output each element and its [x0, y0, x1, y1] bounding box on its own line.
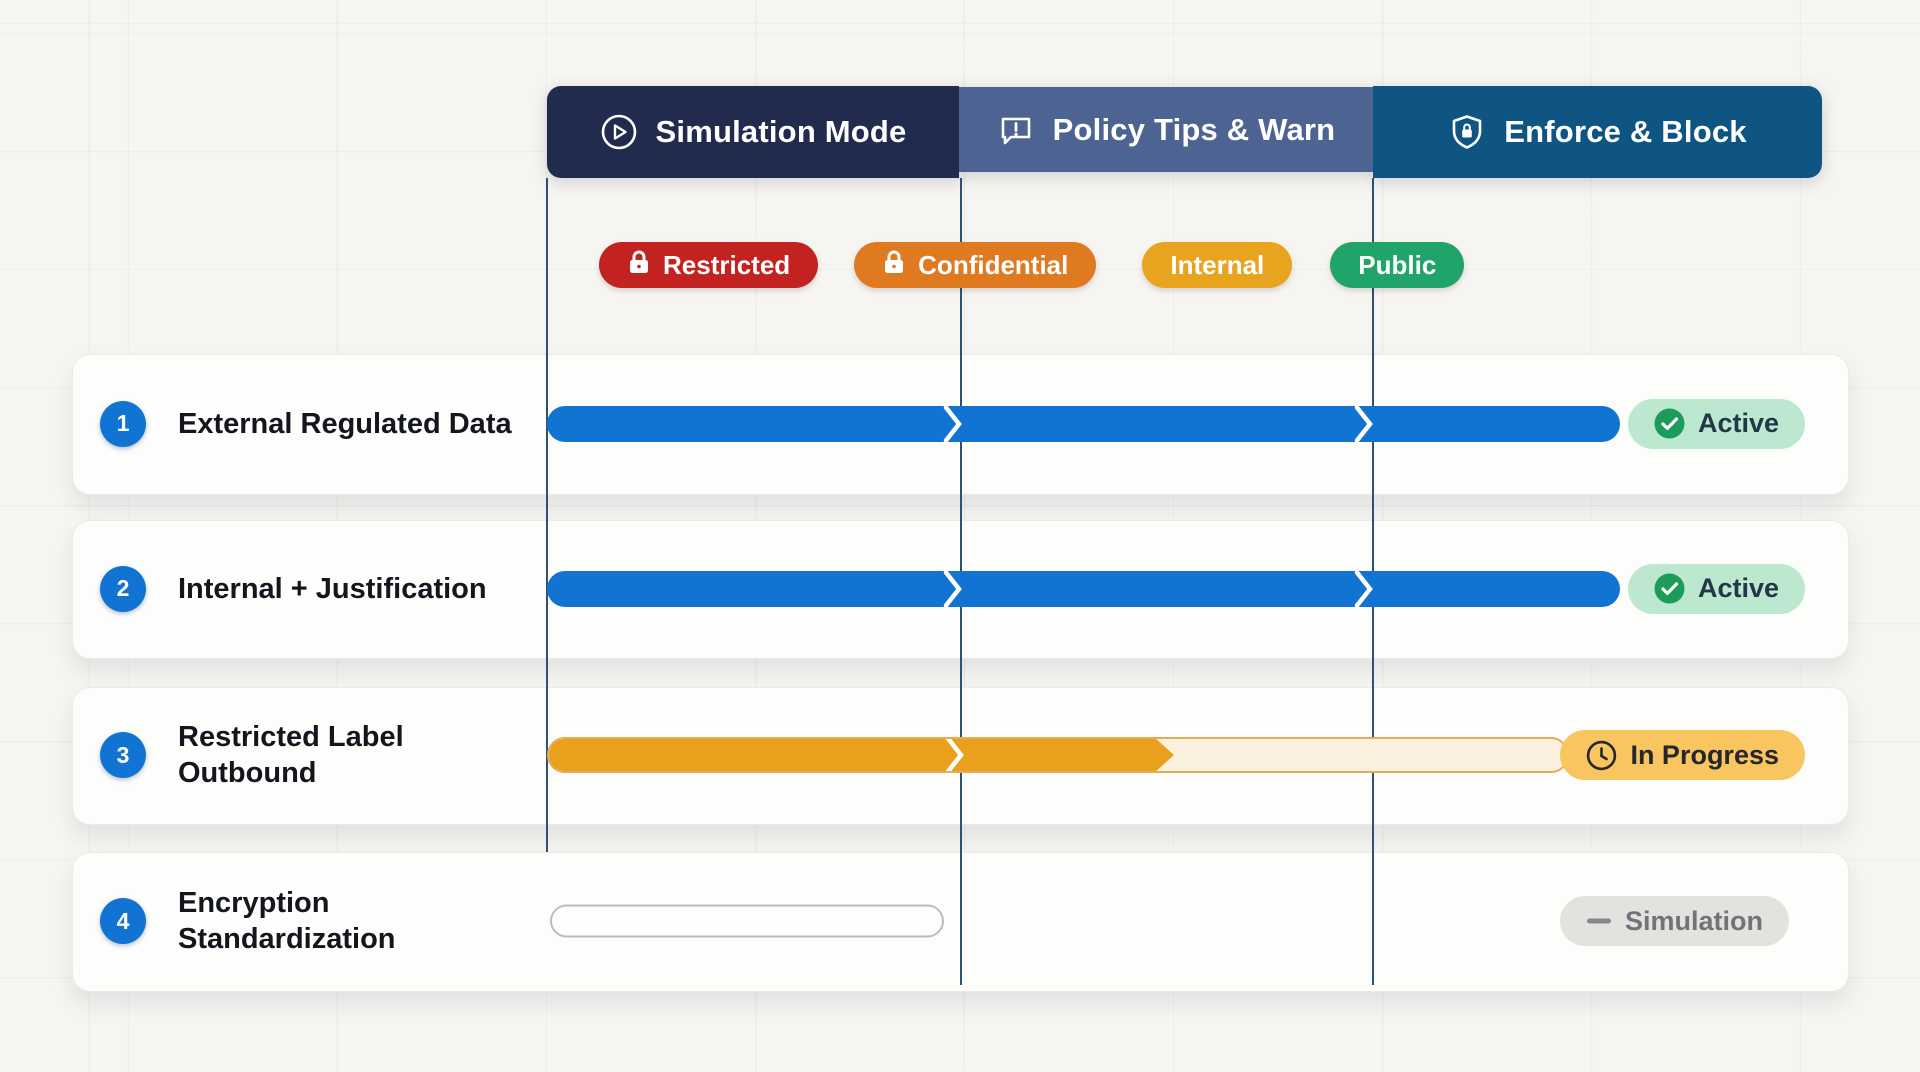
legend-pill-public[interactable]: Public	[1330, 242, 1465, 288]
shield-lock-icon	[1448, 113, 1486, 151]
row-title: Internal + Justification	[178, 572, 487, 605]
status-badge-simulation: Simulation	[1559, 896, 1789, 946]
phase-separator-chevron-icon	[943, 404, 963, 443]
phase-separator-chevron-icon	[1354, 404, 1374, 443]
row-number-badge: 1	[100, 400, 146, 447]
timeline-bar-empty	[550, 904, 944, 938]
row-title: Restricted Label Outbound	[178, 720, 404, 789]
dash-icon	[1586, 917, 1612, 925]
message-alert-icon	[997, 111, 1035, 149]
lock-icon	[882, 249, 906, 282]
sensitivity-legend: Restricted Confidential Internal Public	[599, 242, 1465, 288]
legend-label: Internal	[1170, 249, 1265, 280]
legend-label: Public	[1358, 249, 1437, 280]
phase-label: Enforce & Block	[1504, 114, 1747, 149]
phase-label: Simulation Mode	[655, 114, 907, 149]
legend-label: Confidential	[918, 249, 1069, 280]
timeline-track	[547, 737, 1569, 773]
timeline-bar-solid	[547, 404, 1620, 443]
status-label: In Progress	[1630, 739, 1779, 770]
row-title: External Regulated Data	[178, 407, 512, 440]
legend-pill-restricted[interactable]: Restricted	[599, 242, 819, 288]
roadmap-row-internal-justification: 2 Internal + Justification Active	[72, 520, 1847, 657]
row-title: Encryption Standardization	[178, 886, 396, 955]
status-badge-in-progress: In Progress	[1560, 730, 1805, 780]
tab-simulation-mode[interactable]: Simulation Mode	[547, 86, 959, 178]
timeline-bar-partial	[547, 737, 1569, 773]
phase-header: Simulation Mode Policy Tips & Warn Enfor…	[547, 86, 1822, 178]
phase-separator-chevron-icon	[943, 569, 963, 608]
timeline-bar-solid	[547, 569, 1620, 608]
phase-boundary-line-1	[546, 178, 548, 852]
play-circle-icon	[600, 113, 638, 151]
status-badge-active: Active	[1627, 398, 1805, 449]
row-number-badge: 3	[100, 732, 146, 778]
tab-policy-tips-warn[interactable]: Policy Tips & Warn	[959, 87, 1373, 172]
phase-separator-chevron-icon	[1354, 569, 1374, 608]
roadmap-row-encryption-standardization: 4 Encryption Standardization Simulation	[72, 852, 1847, 990]
status-label: Simulation	[1624, 905, 1763, 936]
legend-label: Restricted	[663, 249, 791, 280]
legend-pill-confidential[interactable]: Confidential	[854, 242, 1097, 288]
status-label: Active	[1697, 408, 1779, 438]
check-circle-icon	[1654, 408, 1685, 439]
lock-icon	[627, 249, 651, 282]
row-number-badge: 4	[100, 898, 146, 944]
phase-separator-chevron-icon	[945, 739, 965, 771]
phase-label: Policy Tips & Warn	[1052, 111, 1336, 147]
row-number-badge: 2	[100, 565, 146, 612]
roadmap-row-external-regulated-data: 1 External Regulated Data Active	[72, 354, 1847, 493]
timeline-fill	[547, 737, 1174, 773]
status-badge-active: Active	[1627, 563, 1805, 614]
tab-enforce-block[interactable]: Enforce & Block	[1373, 86, 1822, 178]
roadmap-row-restricted-label-outbound: 3 Restricted Label Outbound In Progress	[72, 687, 1847, 823]
check-circle-icon	[1654, 573, 1685, 604]
legend-pill-internal[interactable]: Internal	[1142, 242, 1293, 288]
status-label: Active	[1697, 573, 1779, 603]
clock-icon	[1586, 740, 1617, 771]
